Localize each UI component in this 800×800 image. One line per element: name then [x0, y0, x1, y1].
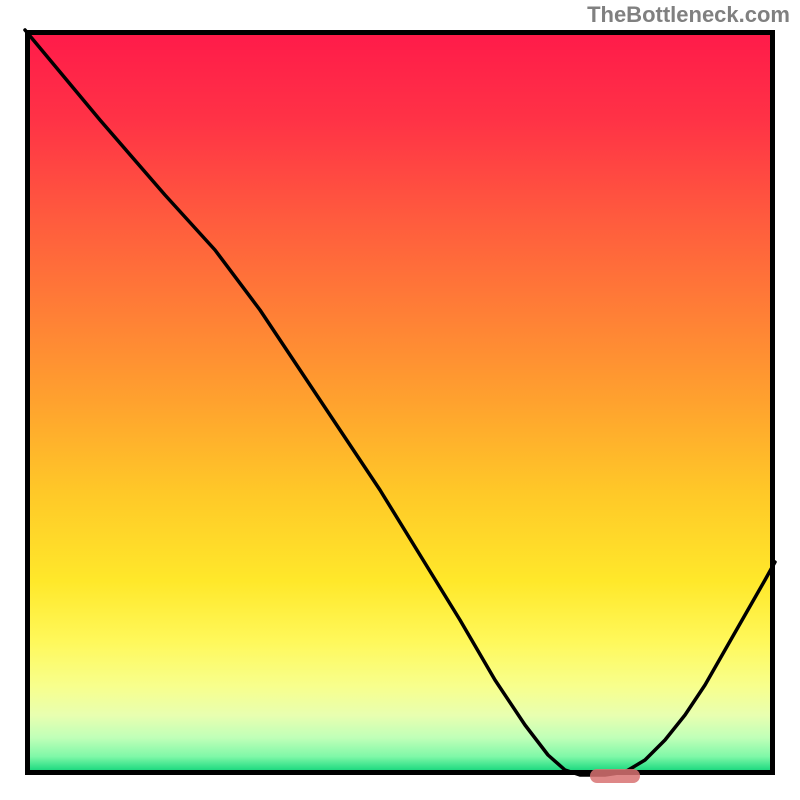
optimal-marker	[590, 769, 640, 783]
bottleneck-chart	[0, 0, 800, 800]
plot-background	[25, 30, 775, 775]
source-watermark: TheBottleneck.com	[587, 2, 790, 28]
chart-container: TheBottleneck.com	[0, 0, 800, 800]
